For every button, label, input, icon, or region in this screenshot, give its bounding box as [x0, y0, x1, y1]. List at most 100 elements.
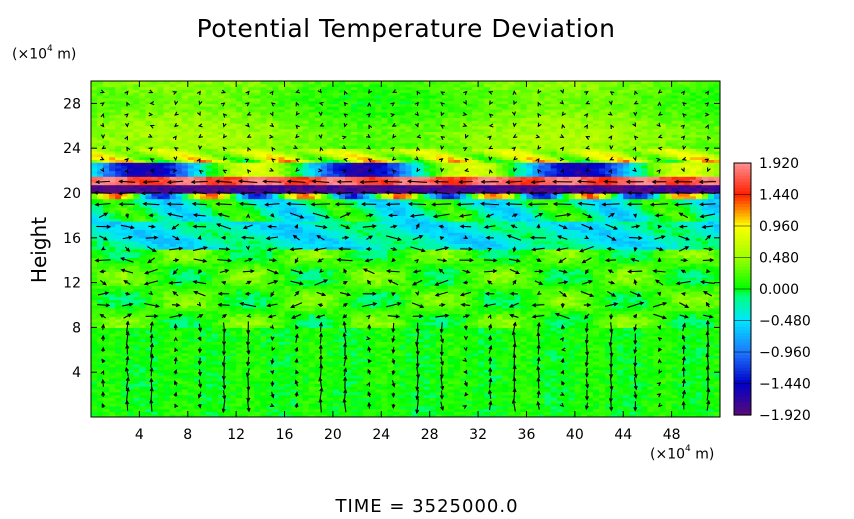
y-unit-exponent: 4 [47, 44, 53, 54]
field-cell [532, 369, 540, 373]
field-cell [459, 338, 467, 342]
field-cell [478, 411, 485, 415]
field-cell [187, 349, 195, 354]
field-cell [284, 386, 292, 390]
field-cell [478, 377, 485, 382]
field-cell [568, 380, 576, 384]
field-cell [502, 372, 509, 376]
field-cell [556, 414, 564, 417]
field-cell [133, 352, 140, 356]
field-cell [375, 366, 382, 370]
field-cell [242, 372, 249, 376]
field-cell [369, 372, 376, 376]
field-cell [369, 344, 376, 348]
field-cell [363, 358, 370, 362]
field-cell [695, 341, 703, 345]
field-cell [689, 414, 697, 417]
field-cell [586, 369, 594, 373]
field-cell [345, 405, 352, 410]
field-cell [369, 349, 376, 354]
field-cell [713, 338, 720, 342]
field-cell [417, 369, 425, 373]
field-cell [465, 411, 473, 415]
field-cell [266, 411, 274, 415]
field-cell [423, 391, 431, 396]
field-cell [175, 414, 183, 417]
field-cell [399, 327, 407, 331]
field-cell [671, 380, 679, 384]
field-cell [175, 405, 183, 410]
field-cell [357, 355, 364, 359]
field-cell [520, 355, 528, 359]
field-cell [357, 383, 364, 387]
field-cell [205, 355, 213, 359]
field-cell [151, 338, 159, 342]
field-cell [586, 386, 594, 390]
field-cell [453, 349, 461, 354]
field-cell [641, 414, 649, 417]
field-cell [665, 330, 673, 334]
field-cell [230, 394, 237, 398]
field-cell [230, 375, 237, 379]
field-cell [363, 380, 370, 384]
field-cell [351, 335, 358, 340]
field-cell [484, 394, 491, 398]
field-cell [641, 333, 649, 337]
field-cell [224, 347, 231, 351]
field-cell [97, 330, 104, 334]
field-cell [121, 377, 128, 382]
field-cell [556, 341, 564, 345]
field-cell [423, 372, 431, 376]
field-cell [478, 405, 485, 410]
field-cell [151, 375, 159, 379]
field-cell [459, 330, 467, 334]
field-cell [659, 361, 667, 365]
field-cell [284, 411, 292, 415]
field-cell [707, 389, 715, 393]
field-cell [526, 405, 534, 410]
field-cell [151, 349, 159, 354]
field-cell [701, 333, 709, 337]
field-cell [496, 411, 503, 415]
field-cell [109, 344, 116, 348]
field-cell [375, 327, 382, 331]
field-cell [381, 333, 388, 337]
field-cell [387, 335, 395, 340]
field-cell [103, 369, 110, 373]
field-cell [320, 361, 328, 365]
field-cell [568, 352, 576, 356]
field-cell [163, 397, 171, 401]
field-cell [653, 369, 661, 373]
field-cell [453, 397, 461, 401]
field-cell [514, 349, 522, 354]
field-cell [290, 403, 298, 407]
field-cell [429, 369, 437, 373]
field-cell [599, 352, 606, 356]
field-cell [181, 391, 189, 396]
field-cell [332, 338, 340, 342]
field-cell [399, 349, 407, 354]
field-cell [665, 380, 673, 384]
field-cell [520, 405, 528, 410]
field-cell [272, 411, 280, 415]
field-cell [266, 361, 274, 365]
field-cell [308, 408, 316, 412]
field-cell [665, 375, 673, 379]
field-cell [145, 330, 153, 334]
field-cell [193, 386, 201, 390]
field-cell [254, 349, 261, 354]
field-cell [502, 386, 509, 390]
field-cell [599, 391, 606, 396]
field-cell [399, 380, 407, 384]
field-cell [181, 414, 189, 417]
field-cell [326, 403, 334, 407]
field-cell [453, 375, 461, 379]
field-cell [163, 363, 171, 368]
field-cell [568, 389, 576, 393]
field-cell [399, 347, 407, 351]
field-cell [133, 394, 140, 398]
field-cell [363, 344, 370, 348]
field-cell [187, 352, 195, 356]
field-cell [163, 358, 171, 362]
field-cell [701, 397, 709, 401]
